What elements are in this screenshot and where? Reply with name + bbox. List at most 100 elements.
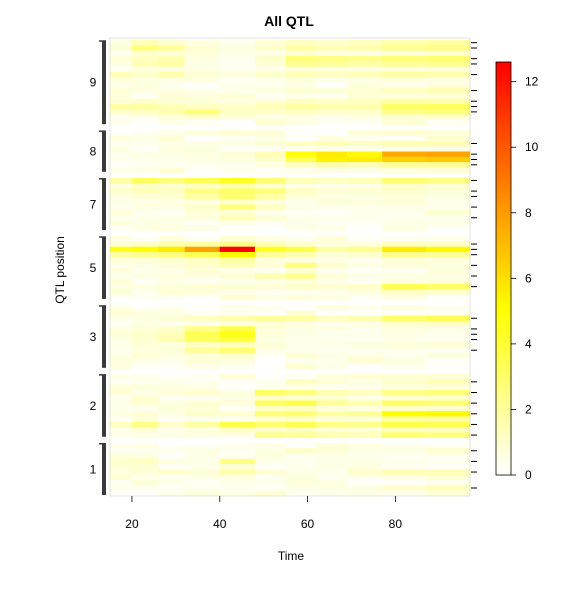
heatmap-cell — [285, 119, 317, 126]
heatmap-cell — [158, 278, 185, 285]
heatmap-cell — [347, 310, 383, 316]
heatmap-cell — [347, 87, 383, 94]
heatmap-cell — [347, 289, 383, 295]
heatmap-cell — [316, 246, 348, 253]
heatmap-cell — [184, 114, 221, 121]
heatmap-cell — [382, 188, 427, 195]
heatmap-cell — [219, 162, 256, 168]
heatmap-cell — [426, 358, 471, 364]
heatmap-cell — [254, 135, 286, 142]
heatmap-cell — [254, 241, 286, 248]
heatmap-cell — [219, 45, 256, 51]
heatmap-cell — [131, 40, 159, 46]
heatmap-cell — [382, 87, 427, 94]
heatmap-cell — [285, 151, 317, 158]
heatmap-cell — [219, 416, 256, 423]
heatmap-cell — [110, 193, 133, 200]
heatmap-cell — [110, 103, 133, 110]
heatmap-cell — [184, 262, 221, 269]
heatmap-cell — [285, 384, 317, 391]
heatmap-cell — [426, 342, 471, 348]
colorbar-tick-label: 0 — [525, 468, 532, 482]
heatmap-cell — [382, 358, 427, 364]
heatmap-cell — [426, 268, 471, 274]
heatmap-cell — [316, 464, 348, 470]
heatmap-cell — [184, 453, 221, 460]
heatmap-cell — [285, 257, 317, 263]
heatmap-cell — [382, 241, 427, 248]
heatmap-cell — [254, 315, 286, 322]
heatmap-cell — [158, 289, 185, 295]
heatmap-cell — [285, 395, 317, 401]
heatmap-cell — [254, 119, 286, 126]
heatmap-cell — [110, 71, 133, 78]
heatmap-cell — [347, 119, 383, 126]
heatmap-cell — [219, 220, 256, 227]
heatmap-cell — [347, 55, 383, 62]
heatmap-cell — [254, 342, 286, 348]
heatmap-cell — [158, 453, 185, 460]
heatmap-cell — [426, 480, 471, 486]
heatmap-cell — [254, 246, 286, 253]
heatmap-cell — [347, 66, 383, 73]
heatmap-cell — [184, 416, 221, 423]
heatmap-cell — [347, 204, 383, 211]
heatmap-cell — [254, 358, 286, 364]
heatmap-cell — [184, 140, 221, 147]
heatmap-cell — [316, 45, 348, 51]
heatmap-cell — [426, 400, 471, 407]
heatmap-cell — [110, 395, 133, 401]
heatmap-cell — [158, 40, 185, 46]
heatmap-cell — [254, 177, 286, 184]
heatmap-cell — [219, 225, 256, 232]
heatmap-cell — [347, 183, 383, 189]
heatmap-cell — [131, 442, 159, 449]
heatmap-cell — [426, 151, 471, 158]
heatmap-cell — [382, 405, 427, 412]
heatmap-cell — [285, 273, 317, 279]
heatmap-cell — [184, 119, 221, 126]
heatmap-cell — [254, 278, 286, 285]
heatmap-cell — [184, 87, 221, 94]
heatmap-cell — [254, 156, 286, 163]
heatmap-cell — [254, 485, 286, 491]
heatmap-cell — [184, 215, 221, 221]
heatmap-cell — [347, 331, 383, 338]
heatmap-cell — [184, 464, 221, 470]
heatmap-cell — [254, 146, 286, 152]
chromosome-label: 7 — [90, 197, 97, 211]
heatmap-cell — [316, 236, 348, 242]
heatmap-cell — [158, 432, 185, 439]
heatmap-cell — [382, 326, 427, 332]
heatmap-cell — [316, 289, 348, 295]
heatmap-cell — [347, 98, 383, 105]
heatmap-cell — [254, 61, 286, 67]
heatmap-cell — [316, 416, 348, 423]
heatmap-cell — [110, 109, 133, 115]
heatmap-cell — [382, 453, 427, 460]
heatmap-cell — [254, 432, 286, 439]
heatmap-cell — [316, 427, 348, 433]
heatmap-cell — [347, 453, 383, 460]
heatmap-cell — [254, 103, 286, 110]
heatmap-cell — [184, 395, 221, 401]
heatmap-cell — [316, 156, 348, 163]
heatmap-cell — [382, 156, 427, 163]
heatmap-cell — [382, 268, 427, 274]
heatmap-cell — [285, 347, 317, 354]
heatmap-cell — [316, 119, 348, 126]
heatmap-cell — [316, 453, 348, 460]
heatmap-cell — [426, 389, 471, 396]
heatmap-cell — [285, 453, 317, 460]
heatmap-cell — [347, 442, 383, 449]
heatmap-cell — [131, 490, 159, 497]
heatmap-cell — [184, 77, 221, 83]
heatmap-cell — [184, 400, 221, 407]
heatmap-cell — [382, 209, 427, 216]
heatmap-cell — [219, 453, 256, 460]
heatmap-cell — [110, 140, 133, 147]
heatmap-cell — [131, 66, 159, 73]
heatmap-cell — [184, 268, 221, 274]
heatmap-cell — [347, 103, 383, 110]
chromosome-bar — [102, 374, 106, 437]
